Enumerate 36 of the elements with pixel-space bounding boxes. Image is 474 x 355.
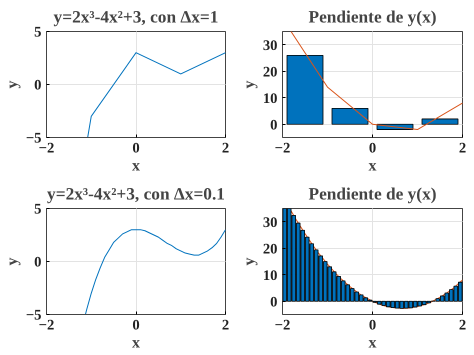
y-axis-title: y <box>4 258 21 266</box>
x-tick-label: 2 <box>222 318 230 334</box>
y-tick-label: 5 <box>34 202 42 218</box>
y-tick-label: −5 <box>26 130 42 146</box>
y-tick-label: 0 <box>270 117 278 134</box>
x-tick-label: 2 <box>458 140 466 156</box>
chart-title: y=2x³-4x²+3, con Δx=1 <box>54 8 218 26</box>
x-tick-label: −2 <box>274 318 290 334</box>
x-tick-label: 0 <box>368 140 376 156</box>
y-tick-label: 30 <box>262 214 278 231</box>
chart-title: Pendiente de y(x) <box>308 8 437 26</box>
x-tick-label: −2 <box>274 140 290 156</box>
y-tick-label: 0 <box>34 78 42 94</box>
x-tick-label: 0 <box>368 318 376 334</box>
y-tick-label: 0 <box>270 294 278 310</box>
y-tick-label: 10 <box>262 268 278 284</box>
x-tick-label: 2 <box>458 318 466 334</box>
y-axis-title: y <box>240 80 258 88</box>
y-tick-label: 30 <box>262 38 278 54</box>
y-tick-label: 10 <box>262 90 278 107</box>
chart-title: y=2x³-4x²+3, con Δx=0.1 <box>47 184 225 204</box>
y-axis-title: y <box>240 258 258 266</box>
y-tick-label: 5 <box>34 24 42 40</box>
x-axis-title: x <box>132 334 140 352</box>
chart-title: Pendiente de y(x) <box>308 184 437 204</box>
y-tick-label: 20 <box>262 241 278 258</box>
y-tick-label: −5 <box>26 308 42 324</box>
x-tick-label: 2 <box>222 140 230 156</box>
y-tick-label: 0 <box>34 254 42 270</box>
y-axis-title: y <box>4 80 21 88</box>
x-axis-title: x <box>368 334 376 352</box>
y-tick-label: 20 <box>262 64 278 80</box>
x-tick-label: 0 <box>132 318 140 334</box>
x-axis-title: x <box>368 158 376 174</box>
x-tick-label: 0 <box>132 140 140 156</box>
x-axis-title: x <box>132 158 140 174</box>
